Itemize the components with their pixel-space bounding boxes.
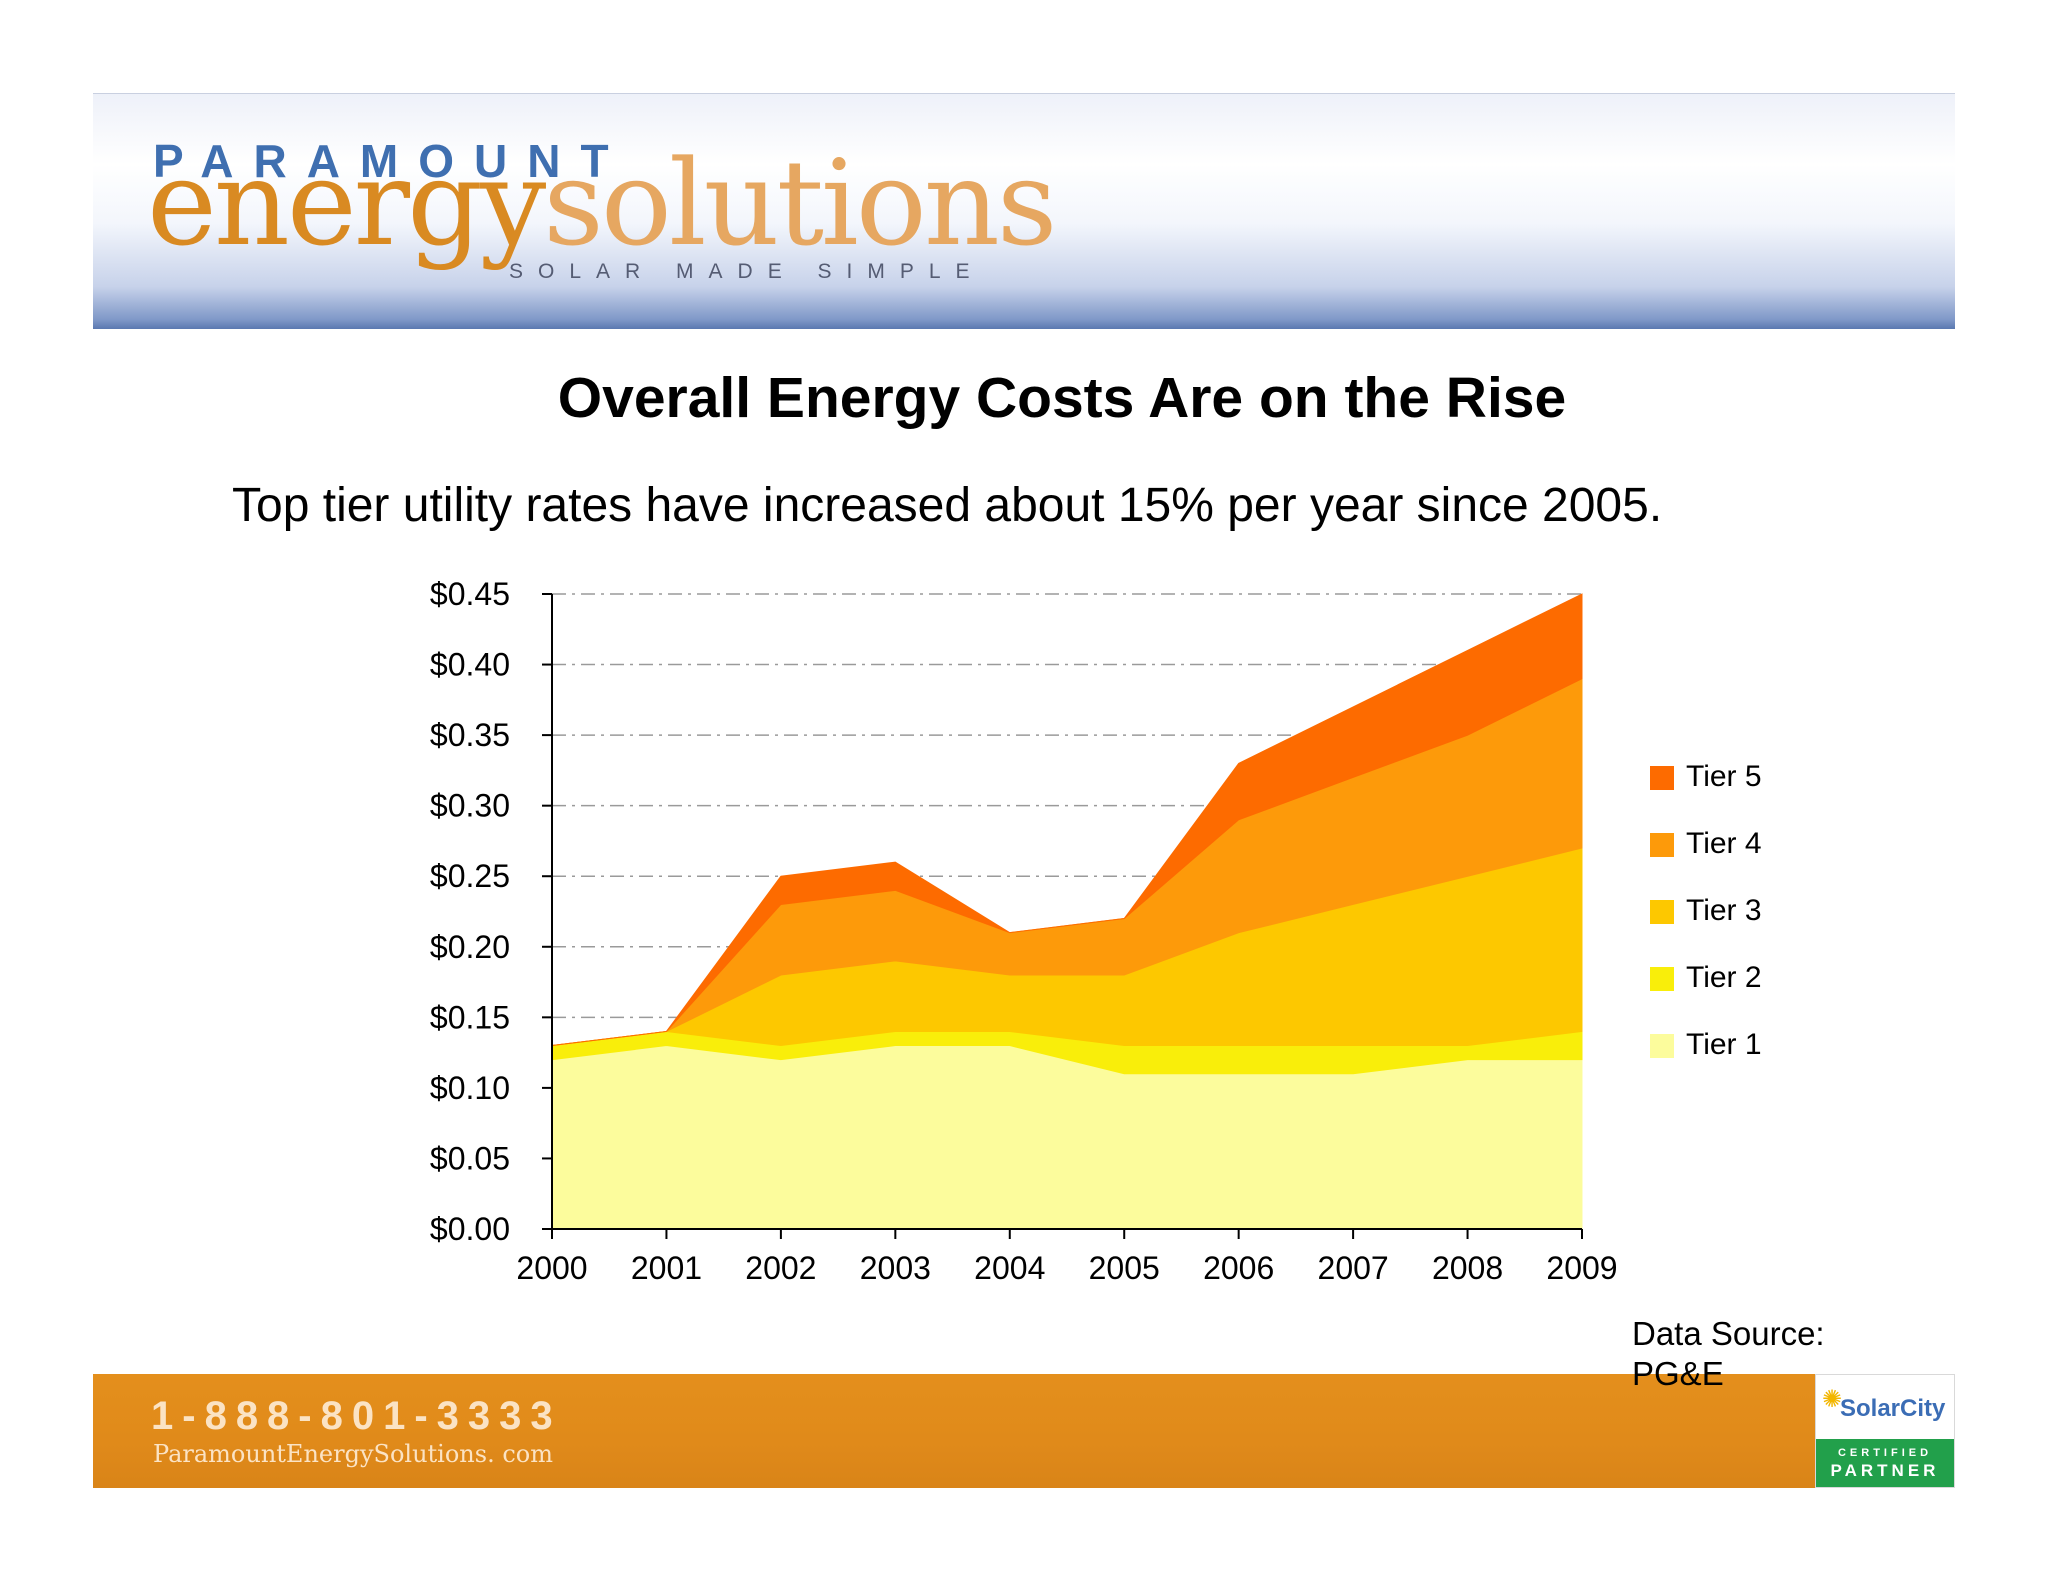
x-tick-label: 2007 bbox=[1318, 1250, 1389, 1286]
legend-item-tier-1: Tier 1 bbox=[1650, 1028, 1850, 1068]
sun-icon: ✺ bbox=[1822, 1386, 1843, 1413]
slide-title: Overall Energy Costs Are on the Rise bbox=[557, 366, 1567, 430]
logo-solutions-text: solutions bbox=[543, 134, 1057, 272]
company-logo: energysolutions PARAMOUNT SOLAR MADE SIM… bbox=[93, 94, 1093, 329]
legend-item-tier-5: Tier 5 bbox=[1650, 760, 1850, 800]
y-tick-label: $0.05 bbox=[430, 1140, 510, 1176]
area-series-tier-1 bbox=[551, 1045, 1583, 1230]
y-tick-label: $0.15 bbox=[430, 999, 510, 1035]
logo-wordmark: energysolutions bbox=[147, 134, 1057, 272]
logo-tagline: SOLAR MADE SIMPLE bbox=[509, 260, 985, 283]
x-tick-label: 2003 bbox=[860, 1250, 931, 1286]
slide-subtitle: Top tier utility rates have increased ab… bbox=[232, 479, 1663, 532]
solarcity-partner-badge: ✺ SolarCity CERTIFIED PARTNER bbox=[1815, 1374, 1955, 1488]
legend-label: Tier 1 bbox=[1686, 1028, 1762, 1061]
partner-certified-text: CERTIFIED bbox=[1837, 1447, 1933, 1459]
y-tick-label: $0.40 bbox=[430, 647, 510, 683]
legend-swatch bbox=[1650, 766, 1674, 790]
x-tick-label: 2000 bbox=[516, 1250, 587, 1286]
legend-item-tier-4: Tier 4 bbox=[1650, 827, 1850, 867]
legend-swatch bbox=[1650, 1034, 1674, 1058]
x-tick-label: 2008 bbox=[1432, 1250, 1503, 1286]
logo-energy-text: energy bbox=[147, 134, 546, 272]
website-link[interactable]: ParamountEnergySolutions. com bbox=[153, 1440, 553, 1468]
x-tick-label: 2009 bbox=[1546, 1250, 1617, 1286]
partner-label: PARTNER bbox=[1830, 1461, 1940, 1480]
y-tick-label: $0.10 bbox=[430, 1070, 510, 1106]
area-series-tier-5 bbox=[551, 593, 1583, 1047]
legend-item-tier-2: Tier 2 bbox=[1650, 961, 1850, 1001]
phone-number: 1-888-801-3333 bbox=[151, 1394, 562, 1438]
y-tick-label: $0.20 bbox=[430, 929, 510, 965]
footer-banner: 1-888-801-3333 ParamountEnergySolutions.… bbox=[93, 1374, 1955, 1488]
y-tick-label: $0.45 bbox=[430, 576, 510, 612]
data-source-label: Data Source: bbox=[1632, 1315, 1825, 1352]
x-tick-label: 2006 bbox=[1203, 1250, 1274, 1286]
legend-swatch bbox=[1650, 900, 1674, 924]
x-tick-label: 2005 bbox=[1089, 1250, 1160, 1286]
x-tick-label: 2001 bbox=[631, 1250, 702, 1286]
legend-item-tier-3: Tier 3 bbox=[1650, 894, 1850, 934]
legend-label: Tier 4 bbox=[1686, 827, 1762, 860]
legend-label: Tier 5 bbox=[1686, 760, 1762, 793]
data-source-value: PG&E bbox=[1632, 1355, 1724, 1392]
legend-label: Tier 3 bbox=[1686, 894, 1762, 927]
y-tick-label: $0.25 bbox=[430, 858, 510, 894]
legend-swatch bbox=[1650, 967, 1674, 991]
x-tick-label: 2004 bbox=[974, 1250, 1045, 1286]
legend-label: Tier 2 bbox=[1686, 961, 1762, 994]
header-banner: energysolutions PARAMOUNT SOLAR MADE SIM… bbox=[93, 93, 1955, 329]
legend-swatch bbox=[1650, 833, 1674, 857]
partner-strip: CERTIFIED PARTNER bbox=[1816, 1439, 1954, 1487]
y-tick-label: $0.35 bbox=[430, 717, 510, 753]
partner-brand: SolarCity bbox=[1840, 1395, 1946, 1422]
logo-paramount-text: PARAMOUNT bbox=[153, 135, 629, 187]
data-source-note: Data Source: PG&E bbox=[1632, 1314, 1825, 1394]
y-tick-label: $0.00 bbox=[430, 1211, 510, 1247]
x-tick-label: 2002 bbox=[745, 1250, 816, 1286]
y-tick-label: $0.30 bbox=[430, 788, 510, 824]
